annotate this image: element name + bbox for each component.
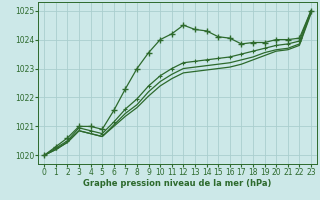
X-axis label: Graphe pression niveau de la mer (hPa): Graphe pression niveau de la mer (hPa) — [84, 179, 272, 188]
